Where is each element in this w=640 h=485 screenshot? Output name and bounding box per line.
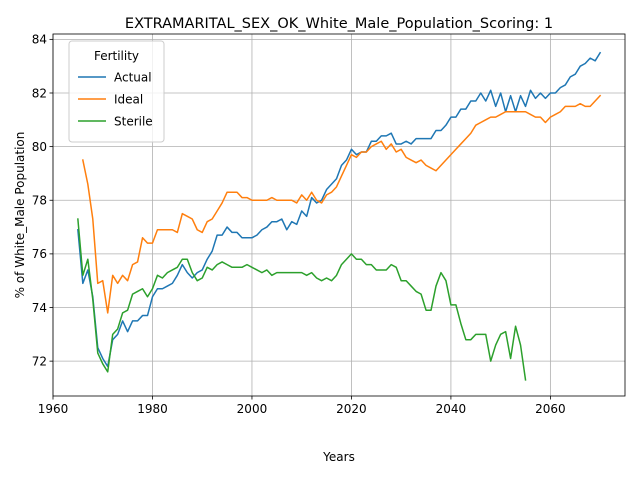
legend: Fertility Actual Ideal Sterile: [68, 40, 165, 143]
x-tick-label: 1960: [38, 402, 69, 416]
x-tick-label: 2060: [535, 402, 566, 416]
x-tick-label: 2000: [237, 402, 268, 416]
y-tick-label: 82: [32, 86, 47, 100]
y-tick-label: 78: [32, 194, 47, 208]
legend-label-sterile: Sterile: [114, 115, 153, 129]
legend-label-ideal: Ideal: [114, 93, 143, 107]
y-tick-label: 74: [32, 301, 47, 315]
x-tick-label: 1980: [137, 402, 168, 416]
legend-label-actual: Actual: [114, 71, 152, 85]
plot-area-frame: [52, 33, 626, 397]
axis-ticks: 1960 1980 2000 2020 2040 2060 72 74 76 78 80 82 84: [32, 33, 566, 416]
y-axis-title: % of White_Male Population: [13, 132, 27, 299]
chart-title: EXTRAMARITAL_SEX_OK_White_Male_Populatio…: [125, 16, 553, 32]
legend-title: Fertility: [94, 49, 139, 63]
series-line-sterile: [77, 218, 527, 381]
gridlines: [52, 34, 625, 396]
y-tick-label: 84: [32, 33, 47, 47]
series-line-ideal: [81, 94, 602, 314]
series-line-actual: [77, 51, 602, 368]
x-tick-label: 2040: [436, 402, 467, 416]
y-tick-label: 80: [32, 140, 47, 154]
series-lines: [77, 51, 602, 381]
x-tick-label: 2020: [336, 402, 367, 416]
x-axis-title: Years: [322, 450, 355, 464]
y-tick-label: 72: [32, 354, 47, 368]
y-tick-label: 76: [32, 247, 47, 261]
legend-box: [68, 40, 165, 143]
legend-entries: Actual Ideal Sterile: [78, 71, 153, 129]
